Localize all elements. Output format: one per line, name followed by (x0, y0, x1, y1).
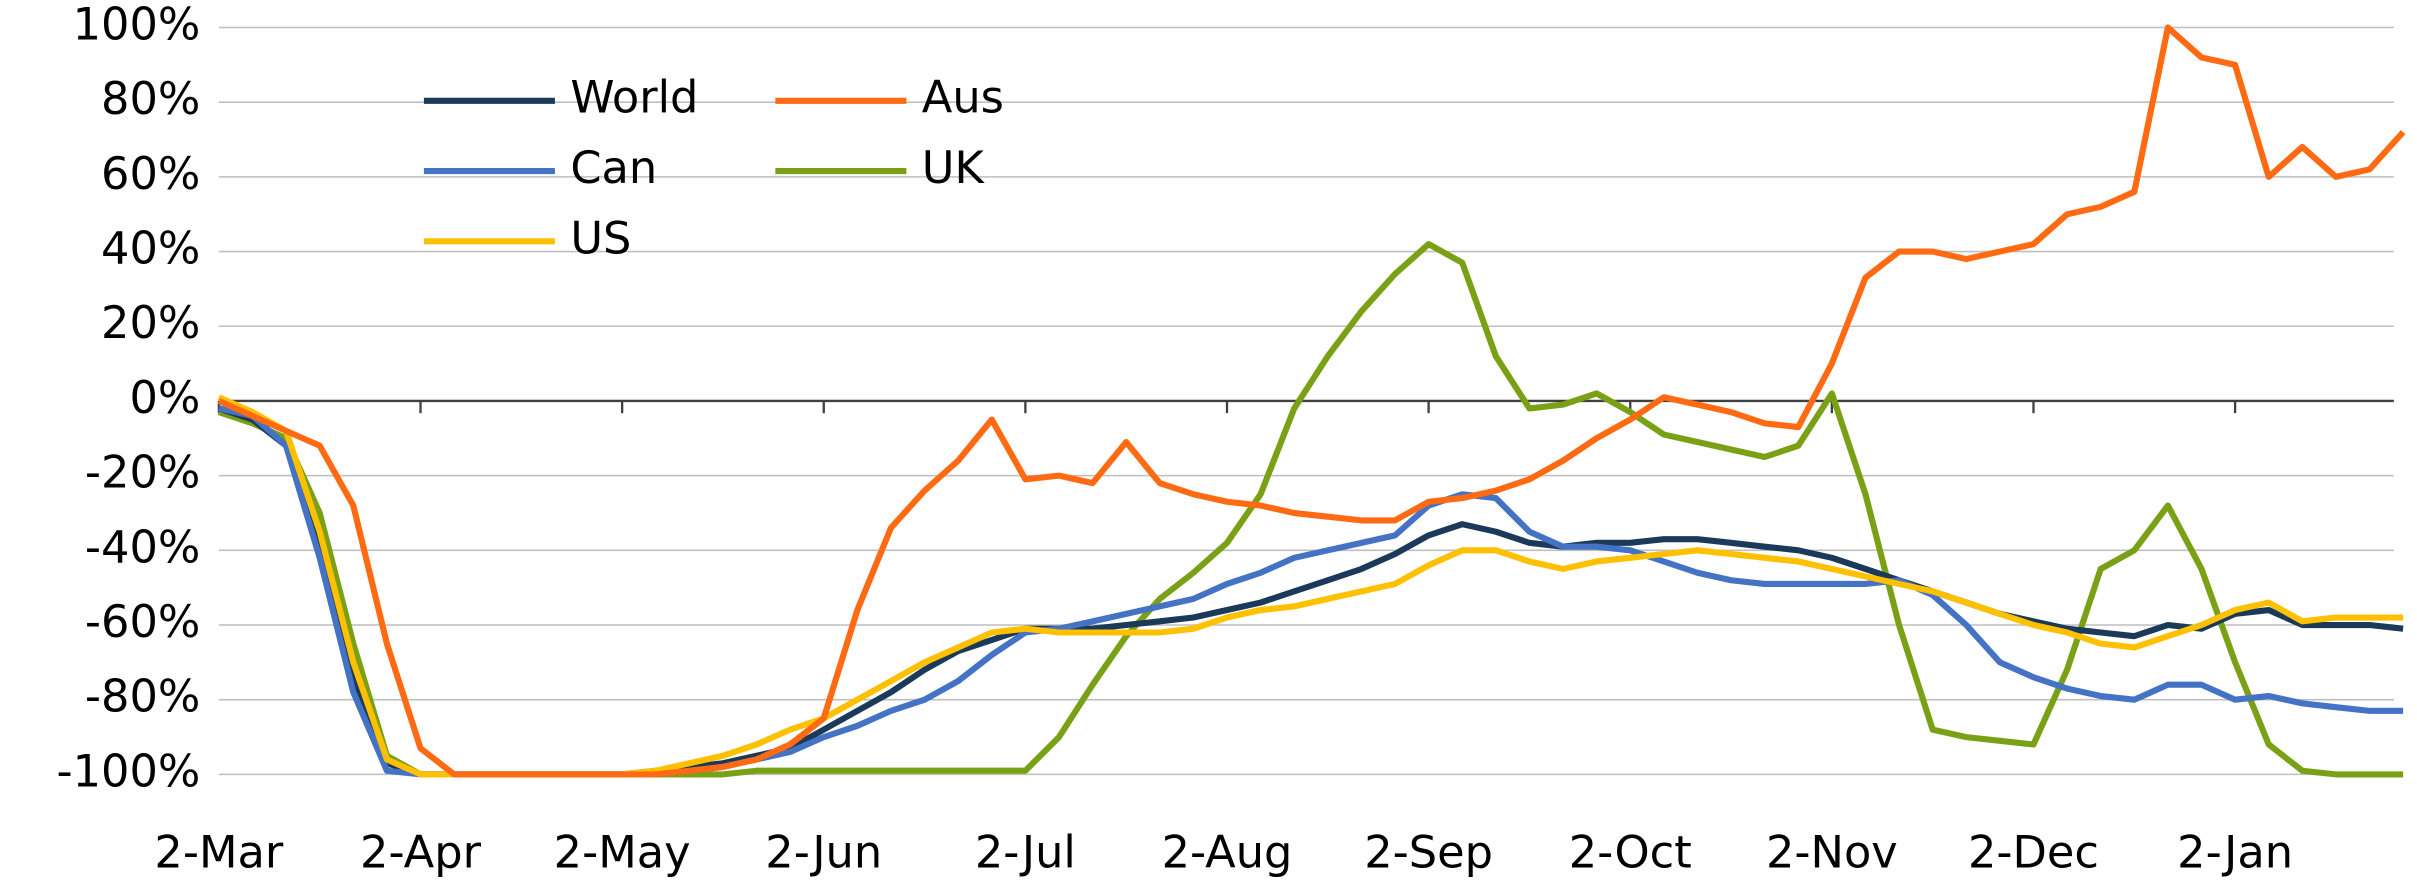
x-tick-label: 2-Dec (1968, 827, 2099, 878)
y-tick-label: 80% (101, 74, 200, 125)
series-line (217, 241, 2404, 778)
x-tick-label: 2-Jun (765, 827, 882, 878)
x-tick-label: 2-Jul (975, 827, 1076, 878)
x-tick-label: 2-Sep (1364, 827, 1493, 878)
x-tick-label: 2-Apr (360, 827, 482, 878)
y-tick-label: -100% (57, 747, 201, 798)
x-tick-label: 2-Nov (1766, 827, 1898, 878)
x-tick-label: 2-Jan (2177, 827, 2293, 878)
legend-label: Can (570, 143, 657, 194)
y-tick-label: 60% (101, 149, 200, 200)
y-tick-label: 100% (73, 0, 201, 50)
series-line (218, 405, 2404, 778)
y-tick-label: 0% (129, 373, 200, 424)
x-tick-label: 2-May (554, 827, 691, 878)
series-line (217, 24, 2406, 778)
y-tick-label: 20% (101, 298, 200, 349)
legend-label: UK (922, 143, 986, 194)
legend-label: World (570, 73, 698, 124)
y-tick-label: -40% (85, 522, 200, 573)
y-tick-label: 40% (101, 224, 200, 275)
y-tick-label: -20% (85, 448, 200, 499)
series-line (217, 405, 2404, 778)
legend-label: Aus (922, 73, 1004, 124)
y-tick-label: -60% (85, 597, 200, 648)
legend-label: US (570, 213, 631, 264)
x-tick-label: 2-Mar (154, 827, 284, 878)
y-tick-label: -80% (85, 672, 200, 723)
x-tick-label: 2-Aug (1162, 827, 1293, 878)
x-tick-label: 2-Oct (1569, 827, 1692, 878)
